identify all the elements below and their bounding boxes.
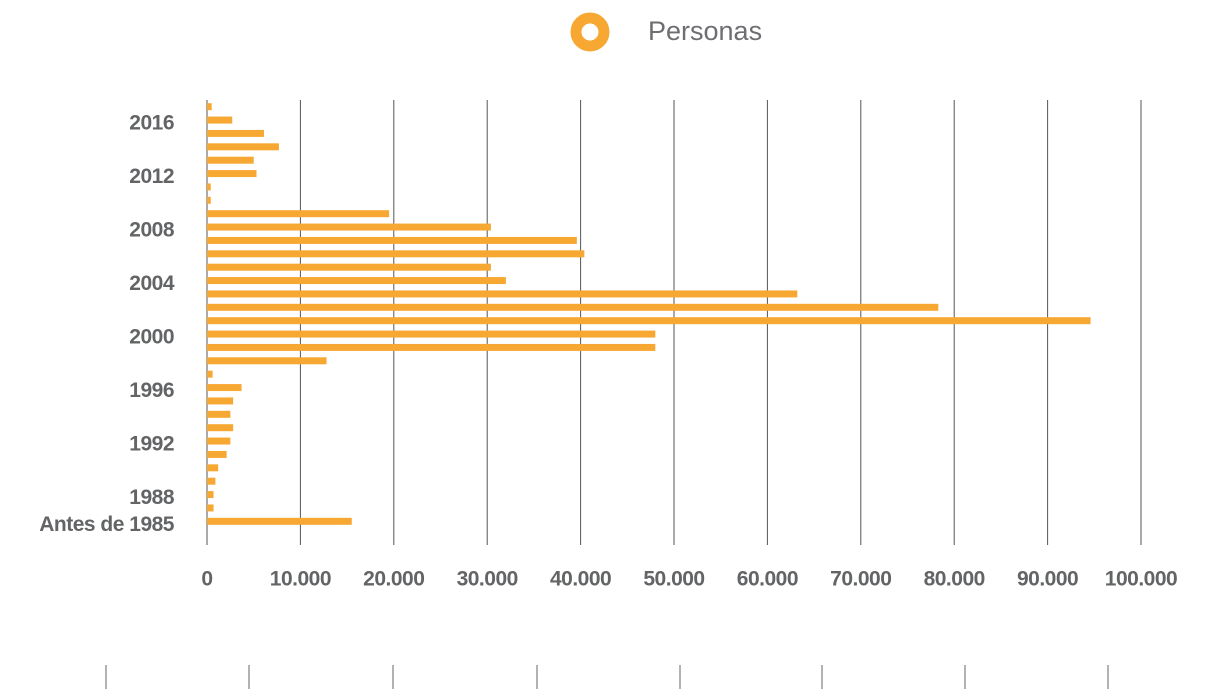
y-tick-label: 2012 (129, 165, 174, 188)
bar (207, 330, 656, 338)
x-tick-label: 50.000 (643, 568, 704, 591)
y-tick-label: 1988 (129, 486, 175, 509)
bar (207, 477, 216, 485)
legend-label: Personas (648, 16, 762, 46)
bar (207, 464, 219, 472)
bar (207, 196, 211, 204)
bar (207, 343, 656, 351)
bar (207, 517, 352, 525)
bar (207, 450, 227, 458)
bar (207, 424, 234, 432)
bar (207, 129, 264, 137)
footer-decoration (105, 665, 1109, 689)
bar (207, 250, 585, 258)
y-tick-label: 2004 (129, 272, 175, 295)
y-tick-label: Antes de 1985 (39, 513, 175, 536)
y-tick-label: 1992 (129, 433, 174, 456)
bar (207, 370, 213, 378)
bar (207, 303, 939, 311)
bar (207, 143, 279, 151)
x-tick-label: 20.000 (363, 568, 424, 591)
bar (207, 397, 234, 405)
bar (207, 223, 491, 231)
bar (207, 263, 491, 271)
bar (207, 183, 211, 191)
x-tick-label: 90.000 (1017, 568, 1078, 591)
bar (207, 357, 327, 365)
bar (207, 277, 506, 285)
bar (207, 156, 254, 164)
x-tick-label: 100.000 (1105, 568, 1177, 591)
x-tick-label: 10.000 (270, 568, 331, 591)
bar (207, 210, 390, 218)
y-tick-label: 1996 (129, 379, 174, 402)
bar (207, 410, 231, 418)
bar (207, 491, 214, 499)
bar (207, 236, 577, 244)
y-tick-label: 2008 (129, 219, 175, 242)
x-tick-label: 40.000 (550, 568, 611, 591)
bar (207, 170, 257, 178)
bar (207, 103, 212, 111)
y-tick-label: 2000 (129, 326, 174, 349)
legend-icon (570, 12, 610, 52)
x-tick-label: 80.000 (924, 568, 985, 591)
x-tick-label: 70.000 (830, 568, 891, 591)
y-tick-label: 2016 (129, 112, 174, 135)
bar (207, 437, 231, 445)
x-tick-label: 30.000 (457, 568, 518, 591)
bar (207, 504, 214, 512)
bar (207, 116, 233, 124)
bar (207, 384, 242, 392)
x-tick-label: 0 (201, 568, 212, 591)
x-tick-label: 60.000 (737, 568, 798, 591)
bar (207, 290, 798, 298)
bar (207, 317, 1091, 325)
